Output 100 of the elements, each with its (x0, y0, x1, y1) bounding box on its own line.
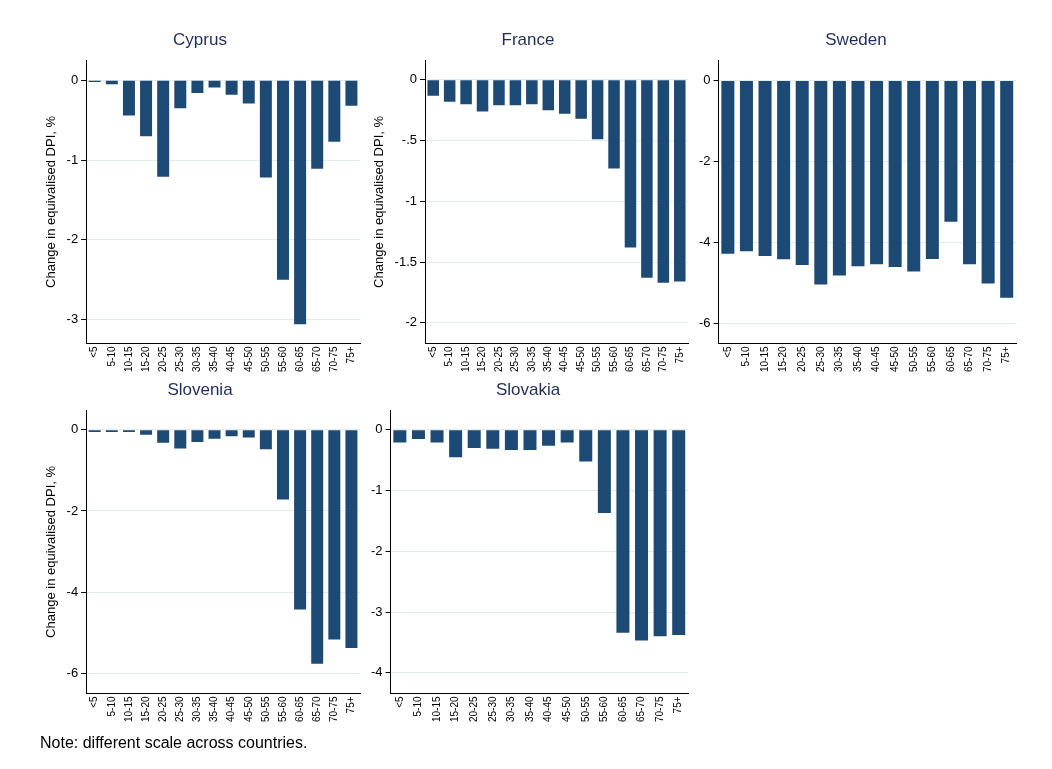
x-tick-label: 35-40 (208, 695, 220, 722)
x-tick-label: 75+ (1000, 346, 1012, 364)
x-tick-label: 10-15 (758, 345, 770, 372)
x-tick-label: 40-45 (542, 695, 554, 722)
x-tick-label: 15-20 (476, 345, 488, 372)
x-tick-label: <5 (88, 695, 100, 708)
x-tick-label: 10-15 (430, 695, 442, 722)
y-tick-label: -1 (66, 151, 79, 167)
x-tick-label: 60-65 (293, 695, 305, 722)
x-tick-label: 10-15 (459, 345, 471, 372)
x-tick-label: 20-25 (492, 345, 504, 372)
x-tick-label: 60-65 (293, 345, 305, 372)
y-tick-label: 0 (375, 421, 383, 437)
x-tick-label: 40-45 (225, 345, 237, 372)
x-tick-label: 5-10 (443, 345, 455, 367)
x-tick-label: 30-35 (833, 345, 845, 372)
x-tick-label: 25-30 (486, 695, 498, 722)
y-tick-label: -2 (66, 502, 79, 518)
x-tick-label: <5 (426, 345, 438, 358)
x-tick-label: 70-75 (328, 345, 340, 372)
x-tick-label: 30-35 (525, 345, 537, 372)
x-tick-label: 75+ (345, 696, 357, 714)
x-tick-label: 60-65 (616, 695, 628, 722)
x-tick-label: 60-65 (624, 345, 636, 372)
y-axis-title: Change in equivalised DPI, % (43, 465, 59, 638)
y-tick-label: -2 (699, 153, 711, 169)
x-tick-label: 45-50 (242, 695, 254, 722)
y-tick-label: -3 (66, 311, 79, 327)
x-tick-label: 75+ (672, 696, 684, 714)
y-tick-label: -2 (66, 231, 79, 247)
y-tick-label: -1 (405, 192, 417, 208)
x-tick-label: 50-55 (591, 345, 603, 372)
x-tick-label: 50-55 (579, 695, 591, 722)
x-tick-label: <5 (721, 345, 733, 358)
x-tick-label: 20-25 (795, 345, 807, 372)
x-tick-label: 55-60 (926, 345, 938, 372)
x-tick-label: 55-60 (607, 345, 619, 372)
x-tick-label: 65-70 (963, 345, 975, 372)
chart-title: France (501, 29, 555, 49)
x-tick-label: 40-45 (225, 695, 237, 722)
x-tick-label: 15-20 (449, 695, 461, 722)
x-tick-label: 20-25 (467, 695, 479, 722)
x-tick-label: 25-30 (509, 345, 521, 372)
x-tick-label: 30-35 (191, 695, 203, 722)
x-tick-label: 5-10 (412, 695, 424, 717)
x-tick-label: 70-75 (328, 695, 340, 722)
y-tick-label: 0 (703, 72, 711, 88)
x-tick-label: 50-55 (907, 345, 919, 372)
x-tick-label: 10-15 (122, 695, 134, 722)
x-tick-label: 45-50 (560, 695, 572, 722)
x-tick-label: 65-70 (310, 695, 322, 722)
x-tick-label: 65-70 (640, 345, 652, 372)
chart-title: Sweden (825, 29, 887, 49)
x-tick-label: 45-50 (574, 345, 586, 372)
chart-title: Slovakia (495, 379, 561, 399)
x-tick-label: 45-50 (242, 345, 254, 372)
x-tick-label: <5 (393, 695, 405, 708)
x-tick-label: 30-35 (505, 695, 517, 722)
x-tick-label: 50-55 (259, 695, 271, 722)
y-axis-title: Change in equivalised DPI, % (371, 115, 387, 288)
x-tick-label: 25-30 (174, 695, 186, 722)
x-tick-label: 35-40 (208, 345, 220, 372)
y-axis-title: Change in equivalised DPI, % (43, 115, 59, 288)
y-tick-label: -3 (371, 603, 383, 619)
y-tick-label: -6 (699, 314, 711, 330)
x-tick-label: 60-65 (944, 345, 956, 372)
y-tick-label: -6 (66, 664, 79, 680)
y-tick-label: -1.5 (394, 253, 417, 269)
x-tick-label: 10-15 (122, 345, 134, 372)
y-tick-label: 0 (409, 71, 417, 87)
x-tick-label: 55-60 (276, 695, 288, 722)
x-tick-label: 75+ (673, 346, 685, 364)
x-tick-label: 70-75 (653, 695, 665, 722)
y-tick-label: -4 (66, 583, 79, 599)
x-tick-label: 70-75 (981, 345, 993, 372)
chart-title: Slovenia (167, 379, 234, 399)
x-tick-label: 5-10 (740, 345, 752, 367)
x-tick-label: 75+ (345, 346, 357, 364)
x-tick-label: <5 (88, 345, 100, 358)
y-tick-label: -1 (371, 482, 383, 498)
chart-title: Cyprus (173, 29, 227, 49)
x-tick-label: 55-60 (598, 695, 610, 722)
x-tick-label: 25-30 (174, 345, 186, 372)
y-tick-label: 0 (70, 71, 79, 87)
x-tick-label: 15-20 (777, 345, 789, 372)
x-tick-label: 65-70 (310, 345, 322, 372)
x-tick-label: 5-10 (105, 695, 117, 717)
x-tick-label: 40-45 (558, 345, 570, 372)
x-tick-label: 20-25 (156, 695, 168, 722)
x-tick-label: 35-40 (523, 695, 535, 722)
x-tick-label: 20-25 (156, 345, 168, 372)
x-tick-label: 70-75 (657, 345, 669, 372)
y-tick-label: -4 (371, 664, 383, 680)
x-tick-label: 55-60 (276, 345, 288, 372)
x-tick-label: 25-30 (814, 345, 826, 372)
x-tick-label: 65-70 (635, 695, 647, 722)
y-tick-label: -2 (371, 542, 383, 558)
y-tick-label: -2 (405, 314, 417, 330)
y-tick-label: 0 (70, 421, 79, 437)
x-tick-label: 5-10 (105, 345, 117, 367)
